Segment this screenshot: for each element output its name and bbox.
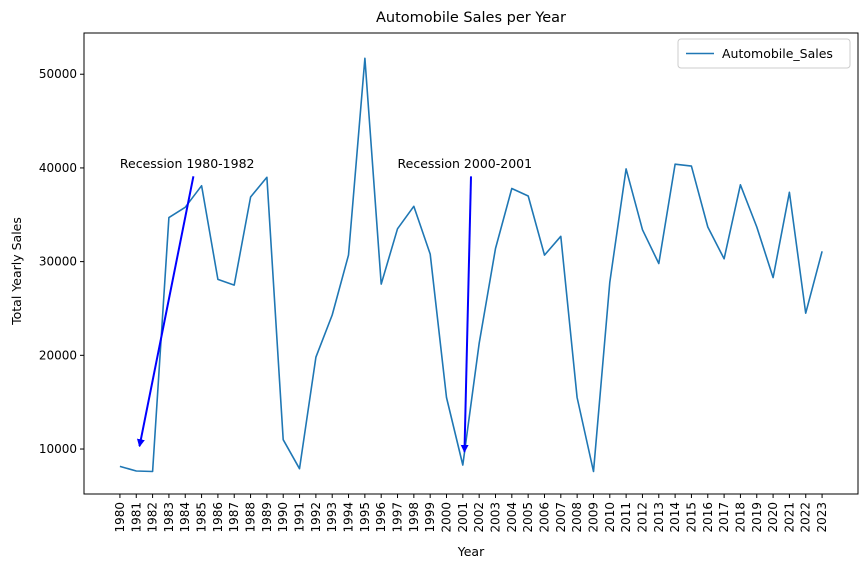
y-axis-label: Total Yearly Sales bbox=[9, 217, 24, 326]
x-tick-label: 1988 bbox=[244, 502, 258, 533]
y-tick-label: 20000 bbox=[39, 348, 77, 362]
x-tick-label: 2018 bbox=[733, 502, 747, 533]
x-tick-label: 2005 bbox=[521, 502, 535, 533]
x-tick-label: 1984 bbox=[178, 502, 192, 533]
x-tick-label: 1985 bbox=[195, 502, 209, 533]
x-tick-label: 2008 bbox=[570, 502, 584, 533]
x-tick-label: 1981 bbox=[129, 502, 143, 533]
y-tick-label: 10000 bbox=[39, 442, 77, 456]
annotation-label: Recession 1980-1982 bbox=[120, 156, 255, 171]
series-line-automobile-sales bbox=[120, 58, 822, 471]
x-tick-label: 1998 bbox=[407, 502, 421, 533]
x-tick-label: 1983 bbox=[162, 502, 176, 533]
x-tick-label: 1996 bbox=[374, 502, 388, 533]
x-tick-label: 2017 bbox=[717, 502, 731, 533]
y-tick-label: 30000 bbox=[39, 255, 77, 269]
x-tick-label: 2023 bbox=[815, 502, 829, 533]
x-tick-label: 2002 bbox=[472, 502, 486, 533]
x-tick-label: 2007 bbox=[554, 502, 568, 533]
x-tick-label: 2010 bbox=[603, 502, 617, 533]
x-tick-label: 2012 bbox=[635, 502, 649, 533]
x-tick-label: 2001 bbox=[456, 502, 470, 533]
x-tick-label: 2013 bbox=[652, 502, 666, 533]
x-tick-label: 1980 bbox=[113, 502, 127, 533]
x-tick-label: 2000 bbox=[440, 502, 454, 533]
x-tick-label: 1986 bbox=[211, 502, 225, 533]
plot-frame bbox=[84, 33, 858, 494]
x-tick-label: 2020 bbox=[766, 502, 780, 533]
x-tick-label: 2003 bbox=[488, 502, 502, 533]
x-tick-label: 2006 bbox=[537, 502, 551, 533]
chart-title: Automobile Sales per Year bbox=[376, 10, 566, 26]
x-tick-label: 2021 bbox=[782, 502, 796, 533]
annotation-arrow bbox=[140, 176, 194, 446]
x-tick-label: 2004 bbox=[505, 502, 519, 533]
x-tick-label: 1982 bbox=[146, 502, 160, 533]
x-tick-label: 2011 bbox=[619, 502, 633, 533]
x-tick-label: 2015 bbox=[684, 502, 698, 533]
x-axis-label: Year bbox=[457, 544, 485, 559]
x-tick-label: 1995 bbox=[358, 502, 372, 533]
x-tick-label: 1994 bbox=[342, 502, 356, 533]
x-tick-label: 1991 bbox=[293, 502, 307, 533]
x-tick-label: 2014 bbox=[668, 502, 682, 533]
x-tick-label: 1992 bbox=[309, 502, 323, 533]
x-tick-label: 1987 bbox=[227, 502, 241, 533]
x-tick-label: 1999 bbox=[423, 502, 437, 533]
x-tick-label: 1997 bbox=[391, 502, 405, 533]
x-tick-label: 2016 bbox=[701, 502, 715, 533]
x-tick-label: 2022 bbox=[799, 502, 813, 533]
x-tick-label: 2009 bbox=[586, 502, 600, 533]
x-tick-label: 2019 bbox=[750, 502, 764, 533]
legend-label: Automobile_Sales bbox=[722, 46, 833, 61]
x-tick-label: 1990 bbox=[276, 502, 290, 533]
annotation-label: Recession 2000-2001 bbox=[398, 156, 533, 171]
x-tick-label: 1989 bbox=[260, 502, 274, 533]
x-tick-label: 1993 bbox=[325, 502, 339, 533]
y-tick-label: 40000 bbox=[39, 161, 77, 175]
y-tick-label: 50000 bbox=[39, 67, 77, 81]
